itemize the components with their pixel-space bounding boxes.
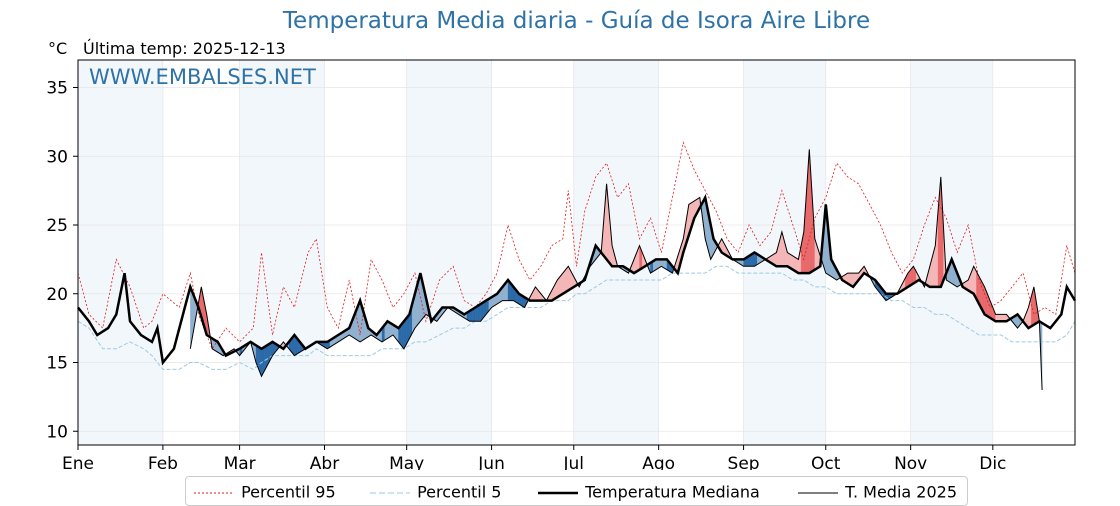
legend-swatch-median xyxy=(538,491,578,495)
above-median-fill xyxy=(565,265,569,293)
chart-title: Temperatura Media diaria - Guía de Isora… xyxy=(282,8,871,34)
month-band xyxy=(78,60,163,445)
series-line-mediana xyxy=(77,193,1077,366)
month-band xyxy=(910,60,993,445)
legend-label-p95: Percentil 95 xyxy=(241,482,336,502)
legend-item-current: T. Media 2025 xyxy=(796,481,957,505)
x-tick-label: Jul xyxy=(563,454,585,470)
x-tick-label: Abr xyxy=(310,454,339,470)
y-axis-ticks: 10 15 20 25 30 35 xyxy=(46,79,78,442)
y-tick-label: 25 xyxy=(46,216,68,236)
plot-frame xyxy=(77,59,1076,446)
y-tick-label: 15 xyxy=(46,354,68,374)
y-tick-label: 20 xyxy=(46,285,68,305)
last-temp-label: Última temp: 2025-12-13 xyxy=(83,39,286,58)
y-tick-label: 10 xyxy=(46,422,68,442)
y-tick-label: 30 xyxy=(46,147,68,167)
legend-label-median: Temperatura Mediana xyxy=(585,482,760,502)
month-band xyxy=(406,60,492,445)
legend-label-p5: Percentil 5 xyxy=(417,482,502,502)
x-axis-ticks: Ene Feb Mar Abr May Jun Jul Ago Sep Oct Nov Dic xyxy=(62,445,1006,470)
x-tick-label: Feb xyxy=(148,454,178,470)
y-tick-label: 35 xyxy=(46,79,68,99)
legend-item-median: Temperatura Mediana xyxy=(536,481,760,505)
series-lines xyxy=(77,141,1077,391)
x-tick-label: Jun xyxy=(477,454,505,470)
x-tick-label: Nov xyxy=(894,454,927,470)
month-band xyxy=(573,60,659,445)
legend: Percentil 95 Percentil 5 Temperatura Med… xyxy=(185,476,968,506)
series-line-percentil-5 xyxy=(77,265,1076,370)
x-tick-label: Sep xyxy=(728,454,760,470)
legend-swatch-current xyxy=(798,492,838,494)
y-unit-label: °C xyxy=(48,39,68,58)
legend-swatch-p95 xyxy=(194,492,234,494)
x-tick-label: Ene xyxy=(62,454,94,470)
x-tick-label: Mar xyxy=(224,454,256,470)
month-band xyxy=(239,60,325,445)
x-tick-label: Ago xyxy=(642,454,675,470)
x-tick-label: Oct xyxy=(811,454,841,470)
month-bands xyxy=(78,60,993,445)
legend-label-current: T. Media 2025 xyxy=(845,482,957,502)
temperature-chart: 10 15 20 25 30 35 Ene Feb Mar Abr May Jun Jul Ago Sep… xyxy=(46,59,1077,470)
x-tick-label: May xyxy=(389,454,424,470)
series-line-media-2025 xyxy=(189,149,1043,391)
series-line-percentil-95 xyxy=(77,141,1076,350)
x-tick-label: Dic xyxy=(979,454,1006,470)
legend-item-p95: Percentil 95 xyxy=(192,481,336,505)
legend-swatch-p5 xyxy=(370,492,410,494)
legend-item-p5: Percentil 5 xyxy=(368,481,501,505)
grid-lines xyxy=(77,60,1075,445)
watermark: WWW.EMBALSES.NET xyxy=(89,65,316,89)
